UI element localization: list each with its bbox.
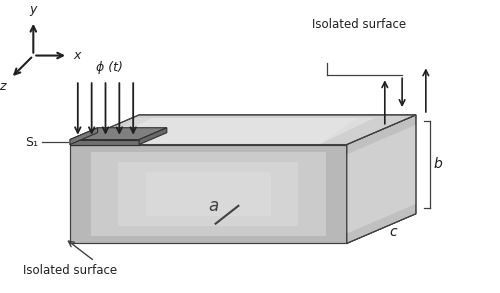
Polygon shape — [70, 144, 346, 243]
Polygon shape — [346, 125, 416, 234]
Polygon shape — [346, 125, 416, 234]
Text: z: z — [0, 80, 5, 93]
Polygon shape — [70, 128, 98, 144]
Text: ϕ (t): ϕ (t) — [96, 61, 124, 74]
Polygon shape — [98, 118, 357, 144]
Text: Isolated surface: Isolated surface — [24, 264, 118, 277]
Text: b: b — [434, 157, 442, 171]
Polygon shape — [70, 115, 416, 144]
Polygon shape — [98, 118, 374, 144]
Polygon shape — [346, 115, 416, 243]
Text: Isolated surface: Isolated surface — [312, 18, 406, 31]
Text: S₁: S₁ — [26, 136, 38, 149]
Polygon shape — [70, 214, 416, 243]
Text: x: x — [73, 49, 80, 62]
Text: y: y — [30, 3, 37, 16]
Polygon shape — [70, 128, 167, 139]
Polygon shape — [146, 172, 270, 216]
Polygon shape — [139, 128, 167, 144]
Text: a: a — [208, 197, 219, 215]
Text: c: c — [390, 225, 398, 239]
Polygon shape — [90, 152, 326, 236]
Polygon shape — [118, 162, 298, 226]
Polygon shape — [70, 139, 139, 144]
